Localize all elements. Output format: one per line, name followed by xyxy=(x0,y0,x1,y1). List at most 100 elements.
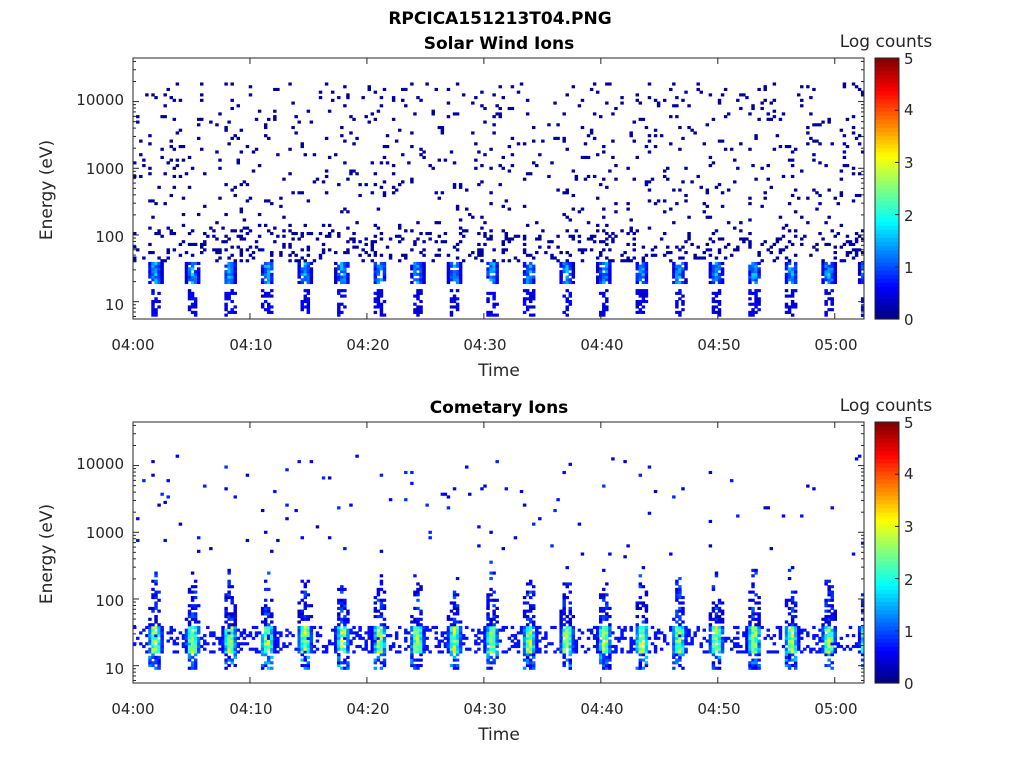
heatmap-cell xyxy=(833,628,837,632)
heatmap-cell xyxy=(343,275,347,279)
heatmap-cell xyxy=(160,639,164,643)
heatmap-cell xyxy=(571,280,576,285)
heatmap-cell xyxy=(190,571,195,575)
heatmap-cell xyxy=(748,264,752,268)
heatmap-cell xyxy=(227,272,231,276)
heatmap-cell xyxy=(327,234,332,238)
heatmap-cell xyxy=(492,609,496,613)
heatmap-cell xyxy=(824,609,828,613)
heatmap-cell xyxy=(501,251,505,255)
heatmap-cell xyxy=(605,617,609,621)
heatmap-cell xyxy=(586,647,591,651)
heatmap-cell xyxy=(714,267,719,271)
heatmap-cell xyxy=(346,655,350,659)
heatmap-cell xyxy=(434,191,438,195)
heatmap-cell xyxy=(416,280,420,285)
heatmap-cell xyxy=(824,272,828,276)
heatmap-cell xyxy=(754,267,758,271)
heatmap-cell xyxy=(525,639,530,643)
heatmap-cell xyxy=(635,299,640,304)
heatmap-cell xyxy=(458,261,463,266)
heatmap-cell xyxy=(711,308,716,312)
heatmap-cell xyxy=(334,267,338,271)
heatmap-cell xyxy=(522,634,527,638)
heatmap-cell xyxy=(260,653,265,657)
heatmap-cell xyxy=(787,634,792,638)
heatmap-cell xyxy=(410,647,414,651)
heatmap-cell xyxy=(382,647,387,651)
heatmap-cell xyxy=(751,612,755,616)
heatmap-cell xyxy=(422,644,426,649)
heatmap-cell xyxy=(510,644,515,649)
heatmap-cell xyxy=(489,628,493,632)
heatmap-cell xyxy=(787,261,792,266)
heatmap-cell xyxy=(635,280,640,285)
heatmap-cell xyxy=(827,631,831,635)
heatmap-cell xyxy=(157,609,161,613)
heatmap-cell xyxy=(717,606,722,610)
heatmap-cell xyxy=(184,628,189,632)
heatmap-cell xyxy=(224,302,228,306)
heatmap-cell xyxy=(565,620,569,624)
heatmap-cell xyxy=(635,644,640,649)
heatmap-cell xyxy=(641,264,646,268)
heatmap-cell xyxy=(489,560,493,564)
heatmap-cell xyxy=(568,628,572,632)
heatmap-cell xyxy=(595,196,600,200)
heatmap-cell xyxy=(800,628,804,632)
heatmap-cell xyxy=(675,278,679,282)
heatmap-cell xyxy=(309,267,314,271)
heatmap-cell xyxy=(151,647,155,651)
heatmap-cell xyxy=(489,623,493,627)
heatmap-cell xyxy=(200,117,204,121)
heatmap-cell xyxy=(196,267,201,271)
heatmap-cell xyxy=(602,275,606,279)
heatmap-cell xyxy=(419,261,423,266)
heatmap-cell xyxy=(790,598,795,602)
heatmap-cell xyxy=(227,267,231,271)
heatmap-cell xyxy=(367,87,371,92)
heatmap-cell xyxy=(251,636,256,640)
heatmap-cell xyxy=(285,468,289,472)
heatmap-cell xyxy=(641,628,646,632)
heatmap-cell xyxy=(486,653,490,657)
heatmap-cell xyxy=(675,615,679,619)
heatmap-cell xyxy=(559,612,563,616)
heatmap-cell xyxy=(498,112,502,116)
heatmap-cell xyxy=(273,628,277,632)
heatmap-cell xyxy=(413,267,417,271)
heatmap-cell xyxy=(845,253,850,257)
heatmap-cell xyxy=(513,234,518,238)
heatmap-cell xyxy=(196,275,201,279)
heatmap-cell xyxy=(330,642,335,646)
heatmap-cell xyxy=(233,495,237,499)
heatmap-cell xyxy=(279,634,283,638)
heatmap-cell xyxy=(748,666,752,670)
heatmap-cell xyxy=(273,631,277,635)
heatmap-cell xyxy=(708,93,713,97)
heatmap-cell xyxy=(410,639,414,643)
heatmap-cell xyxy=(678,642,682,646)
heatmap-cell xyxy=(169,232,173,236)
heatmap-cell xyxy=(751,634,755,638)
heatmap-cell xyxy=(376,226,381,230)
heatmap-cell xyxy=(370,240,375,244)
heatmap-cell xyxy=(193,313,198,317)
heatmap-cell xyxy=(236,628,241,632)
heatmap-cell xyxy=(376,305,381,309)
heatmap-cell xyxy=(580,644,585,649)
heatmap-cell xyxy=(790,302,795,306)
heatmap-cell xyxy=(306,299,311,304)
heatmap-cell xyxy=(367,628,371,632)
heatmap-cell xyxy=(830,297,834,301)
panel-1-ytick: 10000 xyxy=(76,91,124,109)
heatmap-cell xyxy=(589,248,594,252)
heatmap-cell xyxy=(419,275,423,279)
heatmap-cell xyxy=(306,302,311,306)
heatmap-cell xyxy=(422,248,426,252)
heatmap-cell xyxy=(346,628,350,632)
heatmap-cell xyxy=(675,302,679,306)
heatmap-cell xyxy=(419,636,423,640)
heatmap-cell xyxy=(227,264,231,268)
heatmap-cell xyxy=(455,650,460,654)
